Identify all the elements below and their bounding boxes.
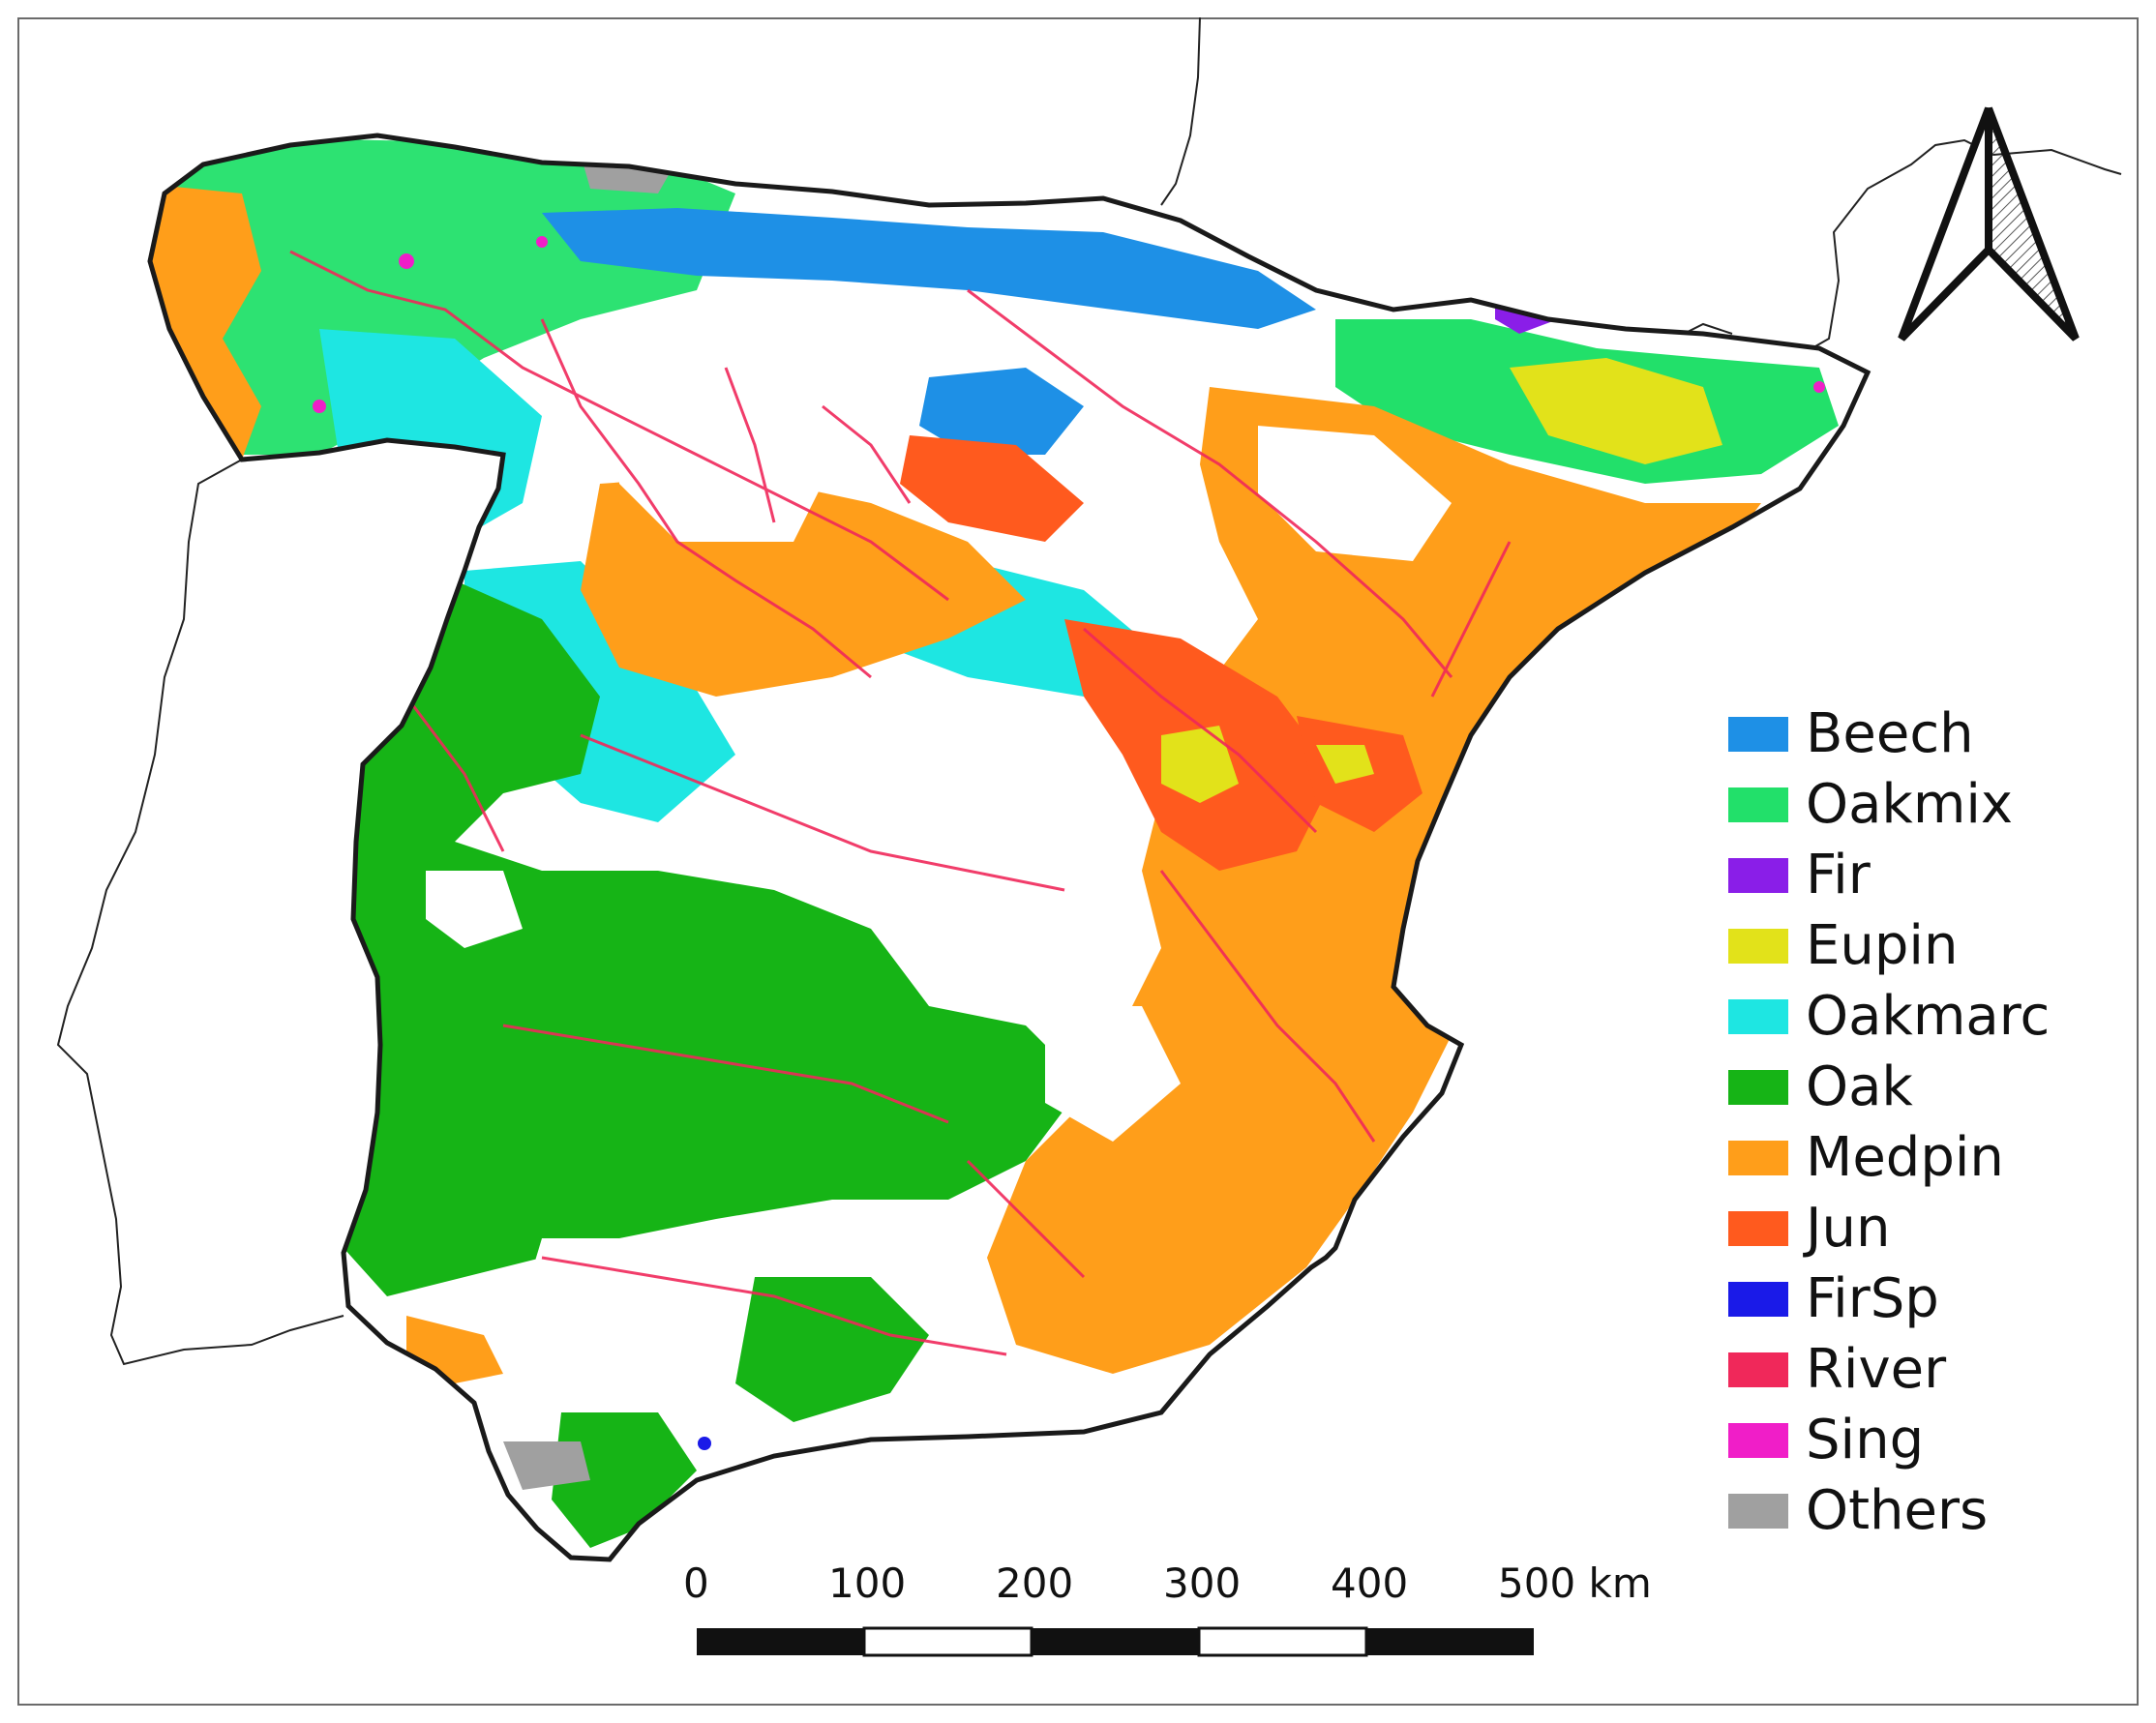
legend-swatch — [1728, 1422, 1788, 1458]
region-jun-north — [900, 435, 1084, 542]
legend-label: FirSp — [1806, 1266, 1939, 1330]
region-unforested-se — [1045, 1006, 1181, 1142]
legend-swatch — [1728, 1493, 1788, 1529]
region-unforested-center — [735, 697, 1064, 890]
legend-swatch — [1728, 716, 1788, 752]
legend: Beech Oakmix Fir Eupin Oakmarc Oak Medpi… — [1728, 698, 2096, 1546]
legend-item-beech: Beech — [1728, 698, 2096, 769]
legend-swatch — [1728, 857, 1788, 893]
scale-label-400: 400 — [1331, 1560, 1409, 1607]
scale-segment-3 — [1032, 1628, 1199, 1655]
region-unforested-south — [513, 1238, 735, 1374]
region-eupin-central — [1161, 726, 1239, 803]
region-unforested-north — [619, 406, 832, 542]
legend-item-fir: Fir — [1728, 840, 2096, 910]
legend-swatch — [1728, 1140, 1788, 1175]
legend-item-firsp: FirSp — [1728, 1263, 2096, 1334]
scale-segment-2 — [862, 1626, 1033, 1657]
legend-swatch — [1728, 1210, 1788, 1246]
scale-label-0: 0 — [683, 1560, 709, 1607]
region-eupin-central2 — [1316, 745, 1374, 784]
legend-item-sing: Sing — [1728, 1405, 2096, 1475]
legend-label: Fir — [1806, 843, 1871, 906]
scale-bar — [697, 1626, 1534, 1657]
legend-label: River — [1806, 1337, 1947, 1401]
legend-item-oakmarc: Oakmarc — [1728, 981, 2096, 1052]
river-network — [289, 250, 1512, 1356]
neighbor-coastlines — [56, 16, 2122, 1366]
legend-swatch — [1728, 928, 1788, 964]
forest-classes — [150, 135, 1839, 1548]
spain-outline — [147, 133, 1872, 1562]
region-unforested-west — [426, 871, 523, 948]
scale-label-500: 500 km — [1498, 1560, 1652, 1607]
north-arrow-icon — [1898, 106, 2080, 342]
scale-segment-1 — [697, 1628, 864, 1655]
firsp-patch — [698, 1437, 711, 1450]
legend-label: Others — [1806, 1478, 1989, 1542]
legend-item-oak: Oak — [1728, 1052, 2096, 1122]
legend-item-eupin: Eupin — [1728, 910, 2096, 981]
region-unforested-ebro — [1258, 426, 1452, 561]
region-oak-west — [344, 571, 1084, 1296]
scale-label-200: 200 — [996, 1560, 1074, 1607]
scale-label-300: 300 — [1163, 1560, 1242, 1607]
region-beech-central — [919, 368, 1084, 455]
legend-item-river: River — [1728, 1334, 2096, 1405]
legend-swatch — [1728, 787, 1788, 822]
legend-item-medpin: Medpin — [1728, 1122, 2096, 1193]
legend-label: Sing — [1806, 1408, 1925, 1471]
scale-segment-5 — [1366, 1628, 1534, 1655]
scale-segment-4 — [1197, 1626, 1368, 1657]
legend-label: Beech — [1806, 701, 1974, 765]
legend-item-oakmix: Oakmix — [1728, 769, 2096, 840]
legend-swatch — [1728, 1281, 1788, 1317]
legend-label: Eupin — [1806, 913, 1959, 977]
legend-label: Oakmarc — [1806, 984, 2051, 1048]
region-oak-south-coast — [552, 1412, 697, 1548]
legend-label: Jun — [1806, 1196, 1891, 1260]
region-eupin-pyrenees — [1510, 358, 1722, 464]
scale-label-100: 100 — [828, 1560, 907, 1607]
legend-item-others: Others — [1728, 1475, 2096, 1546]
sing-dots — [313, 236, 1825, 413]
region-oak-south — [735, 1277, 929, 1422]
legend-swatch — [1728, 1352, 1788, 1387]
legend-label: Medpin — [1806, 1125, 2004, 1189]
region-medpin-east — [987, 387, 1761, 1374]
legend-label: Oak — [1806, 1055, 1913, 1118]
legend-item-jun: Jun — [1728, 1193, 2096, 1263]
legend-label: Oakmix — [1806, 772, 2014, 836]
region-others-south — [503, 1441, 590, 1490]
region-beech-north — [542, 208, 1316, 329]
legend-swatch — [1728, 1069, 1788, 1105]
legend-swatch — [1728, 998, 1788, 1034]
